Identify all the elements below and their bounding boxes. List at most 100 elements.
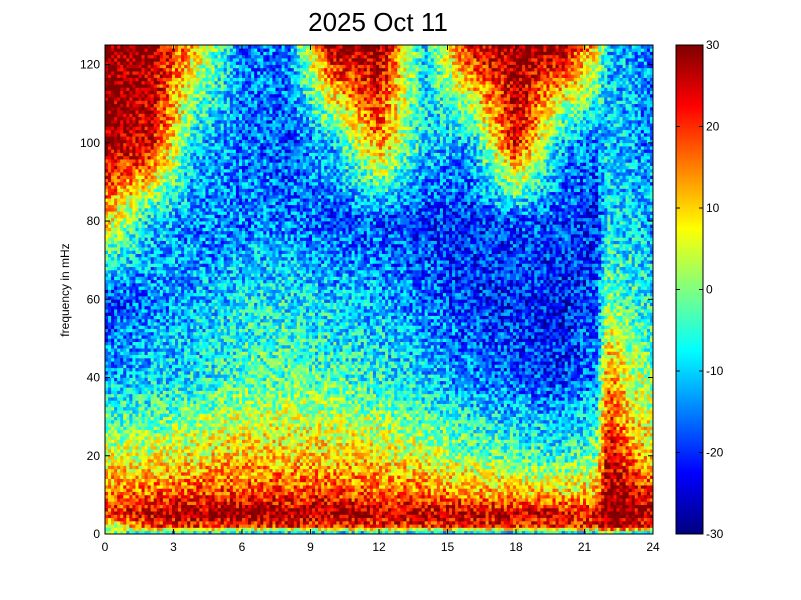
spectrogram-cell (126, 139, 130, 144)
spectrogram-cell (117, 367, 121, 372)
spectrogram-cell (144, 77, 148, 82)
spectrogram-cell (114, 273, 118, 277)
spectrogram-cell (202, 172, 206, 176)
spectrogram-cell (187, 328, 191, 333)
spectrogram-cell (129, 380, 133, 385)
spectrogram-cell (171, 325, 176, 329)
spectrogram-cell (175, 77, 179, 82)
spectrogram-cell (132, 168, 136, 173)
spectrogram-cell (159, 416, 164, 421)
spectrogram-cell (132, 97, 136, 101)
spectrogram-cell (181, 77, 185, 82)
spectrogram-cell (111, 354, 115, 359)
spectrogram-cell (150, 87, 155, 91)
spectrogram-cell (135, 266, 139, 271)
spectrogram-cell (105, 419, 109, 424)
spectrogram-cell (184, 524, 188, 528)
spectrogram-cell (111, 159, 115, 163)
spectrogram-cell (184, 439, 188, 444)
spectrogram-cell (171, 172, 176, 176)
spectrogram-cell (178, 276, 182, 281)
spectrogram-cell (178, 397, 182, 401)
spectrogram-cell (202, 439, 206, 444)
spectrogram-cell (138, 48, 142, 52)
spectrogram-cell (135, 361, 139, 365)
spectrogram-cell (147, 172, 152, 176)
spectrogram-cell (111, 172, 115, 176)
spectrogram-cell (141, 250, 145, 254)
spectrogram-cell (138, 64, 142, 69)
spectrogram-cell (202, 364, 206, 369)
spectrogram-cell (199, 315, 203, 320)
spectrogram-cell (132, 227, 136, 232)
spectrogram-cell (123, 485, 127, 489)
spectrogram-cell (111, 517, 115, 522)
spectrogram-cell (190, 100, 194, 105)
spectrogram-cell (147, 217, 152, 222)
spectrogram-cell (153, 377, 158, 382)
spectrogram-cell (138, 357, 142, 362)
spectrogram-cell (132, 455, 136, 460)
spectrogram-cell (123, 119, 127, 124)
spectrogram-cell (175, 208, 179, 212)
spectrogram-cell (135, 168, 139, 173)
spectrogram-cell (150, 302, 155, 307)
spectrogram-cell (141, 119, 145, 124)
spectrogram-cell (156, 478, 161, 483)
spectrogram-cell (111, 498, 115, 502)
spectrogram-cell (168, 390, 173, 395)
spectrogram-cell (108, 260, 112, 264)
spectrogram-cell (162, 309, 167, 313)
spectrogram-cell (162, 485, 167, 489)
spectrogram-cell (175, 204, 179, 209)
spectrogram-cell (150, 439, 155, 444)
spectrogram-cell (126, 357, 130, 362)
spectrogram-cell (132, 204, 136, 209)
spectrogram-cell (196, 357, 200, 362)
spectrogram-cell (196, 413, 200, 417)
spectrogram-cell (175, 436, 179, 440)
spectrogram-cell (205, 452, 209, 457)
spectrogram-cell (196, 406, 200, 411)
spectrogram-cell (132, 165, 136, 170)
spectrogram-cell (150, 113, 155, 118)
spectrogram-cell (135, 331, 139, 336)
spectrogram-cell (156, 230, 161, 235)
spectrogram-cell (147, 208, 152, 212)
spectrogram-cell (144, 139, 148, 144)
spectrogram-cell (132, 426, 136, 431)
spectrogram-cell (196, 155, 200, 160)
spectrogram-cell (135, 276, 139, 281)
spectrogram-cell (156, 501, 161, 506)
spectrogram-cell (193, 354, 197, 359)
spectrogram-cell (171, 77, 176, 82)
spectrogram-cell (114, 129, 118, 134)
spectrogram-cell (190, 520, 194, 525)
spectrogram-cell (120, 253, 124, 258)
spectrogram-cell (153, 175, 158, 180)
spectrogram-cell (132, 423, 136, 427)
spectrogram-cell (132, 305, 136, 310)
spectrogram-cell (141, 100, 145, 105)
spectrogram-cell (162, 348, 167, 352)
spectrogram-cell (205, 445, 209, 450)
spectrogram-cell (184, 178, 188, 183)
spectrogram-cell (199, 416, 203, 421)
spectrogram-cell (196, 217, 200, 222)
spectrogram-cell (193, 282, 197, 287)
spectrogram-cell (126, 530, 130, 535)
spectrogram-cell (199, 377, 203, 382)
spectrogram-cell (168, 393, 173, 398)
spectrogram-cell (123, 45, 127, 49)
spectrogram-cell (132, 289, 136, 294)
spectrogram-cell (181, 139, 185, 144)
spectrogram-cell (138, 331, 142, 336)
spectrogram-cell (175, 348, 179, 352)
spectrogram-cell (159, 221, 164, 225)
spectrogram-cell (178, 97, 182, 101)
spectrogram-cell (181, 289, 185, 294)
spectrogram-cell (171, 351, 176, 356)
spectrogram-cell (171, 146, 176, 150)
spectrogram-cell (171, 152, 176, 157)
spectrogram-cell (156, 100, 161, 105)
